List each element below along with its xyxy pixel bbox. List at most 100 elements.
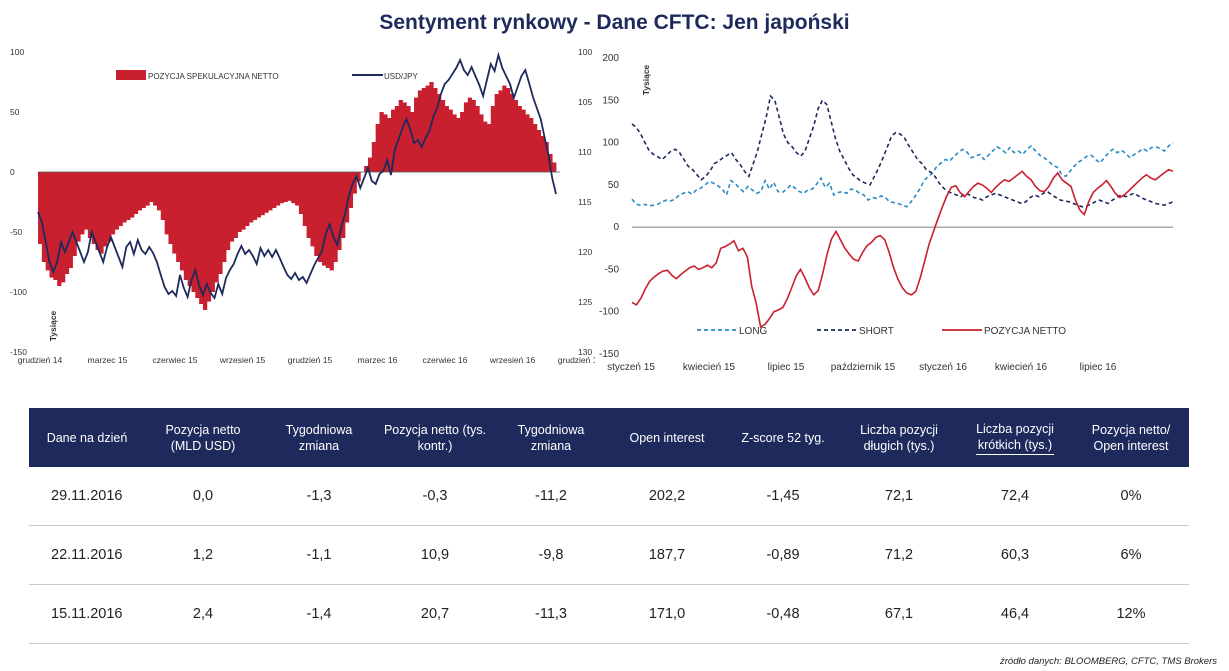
- netto-bar: [99, 172, 104, 254]
- netto-bar: [268, 172, 273, 211]
- netto-bar: [471, 100, 476, 172]
- table-row: 22.11.2016 1,2 -1,1 10,9 -9,8 187,7 -0,89 71,2 6…: [29, 525, 1189, 585]
- right-y-tick-label: 110: [578, 147, 592, 157]
- netto-bar: [444, 106, 449, 172]
- left-chart: 100 50 0 -50 -100 -150 100 105 110 115 120 125 130 Ty…: [10, 47, 595, 365]
- netto-bar: [149, 172, 154, 202]
- netto-bar: [84, 172, 89, 230]
- netto-bar: [72, 172, 77, 256]
- netto-bar: [279, 172, 284, 204]
- netto-bar: [298, 172, 304, 214]
- netto-bar: [321, 172, 327, 266]
- netto-bar: [141, 172, 146, 208]
- netto-bar: [364, 166, 369, 172]
- netto-bar: [206, 172, 212, 302]
- series-line-long: [631, 141, 1174, 208]
- netto-bar: [310, 172, 315, 247]
- series-line-pozycja-netto: [631, 168, 1174, 329]
- right-chart-y-tick-label: 200: [602, 53, 619, 64]
- netto-bar: [183, 172, 189, 280]
- right-chart-x-tick-label: kwiecień 15: [683, 362, 736, 373]
- netto-bar: [483, 121, 488, 172]
- table-cell: 15.11.2016: [29, 584, 145, 644]
- netto-bar: [314, 172, 319, 256]
- netto-bar: [130, 172, 135, 218]
- netto-bar: [126, 172, 131, 220]
- right-chart-x-tick-label: lipiec 15: [768, 362, 805, 373]
- legend-netto-swatch: [116, 70, 146, 80]
- netto-bar: [283, 172, 288, 202]
- netto-bar: [352, 172, 357, 194]
- table-cell: 72,1: [841, 467, 957, 526]
- netto-bar: [95, 172, 100, 250]
- table-header-cell: Pozycja netto (tys. kontr.): [377, 408, 493, 467]
- netto-bar: [490, 106, 496, 172]
- table-header-cell: Pozycja netto/Open interest: [1073, 408, 1189, 467]
- netto-bar: [410, 112, 415, 172]
- netto-bar: [421, 88, 426, 172]
- netto-bar: [425, 85, 430, 172]
- netto-bar: [76, 172, 81, 242]
- netto-bar: [137, 172, 142, 211]
- netto-bar: [233, 172, 238, 238]
- netto-bar: [375, 124, 380, 172]
- netto-bar: [429, 82, 434, 172]
- right-y-tick-label: 115: [578, 197, 592, 207]
- netto-bar: [448, 109, 453, 172]
- table-header-text: Pozycja netto (MLD USD): [165, 422, 241, 453]
- table-header-text: Tygodniowa zmiana: [285, 422, 353, 453]
- netto-bar: [122, 172, 127, 223]
- netto-bar: [394, 106, 400, 172]
- netto-bar: [517, 106, 522, 172]
- table-header-cell: Liczba pozycji krótkich (tys.): [957, 408, 1073, 467]
- table-header-cell: Dane na dzień: [29, 408, 145, 467]
- left-x-tick-label: grudzień 15: [288, 355, 333, 365]
- table-cell: -1,3: [261, 467, 377, 526]
- netto-bar: [260, 172, 265, 216]
- netto-bar: [245, 172, 250, 226]
- table-cell: 46,4: [957, 584, 1073, 644]
- netto-bar: [398, 100, 403, 172]
- table-cell: -1,45: [725, 467, 841, 526]
- netto-bar: [479, 114, 484, 172]
- table-cell: 2,4: [145, 584, 261, 644]
- netto-bar: [53, 172, 58, 280]
- table-header-text: Pozycja netto/Open interest: [1091, 422, 1171, 453]
- right-y-tick-label: 125: [578, 297, 592, 307]
- netto-bar: [195, 172, 200, 298]
- table-header-cell: Tygodniowa zmiana: [493, 408, 609, 467]
- netto-bar: [367, 157, 373, 172]
- netto-bar: [467, 97, 472, 172]
- netto-bar: [222, 172, 227, 262]
- table-cell: -1,4: [261, 584, 377, 644]
- netto-bar: [341, 172, 346, 238]
- table-header-cell: Tygodniowa zmiana: [261, 408, 377, 467]
- netto-bar: [521, 109, 526, 172]
- left-x-tick-label: grudzień 14: [18, 355, 63, 365]
- table-header-text: Z-score 52 tyg.: [741, 430, 825, 445]
- left-y-tick-label: -50: [10, 227, 23, 237]
- right-chart: 200 150 100 50 0 -50 -100 -150 Tysiące styczeń 15…: [599, 53, 1174, 373]
- netto-bar: [199, 172, 204, 304]
- table-cell: 6%: [1073, 525, 1189, 585]
- netto-bar: [214, 172, 219, 283]
- legend-usdjpy-label: USD/JPY: [384, 72, 418, 81]
- netto-bar: [241, 172, 246, 230]
- netto-bar: [532, 124, 538, 172]
- legend-label-short: SHORT: [859, 326, 894, 337]
- netto-bar: [383, 114, 388, 172]
- netto-bar: [525, 114, 530, 172]
- table-row: 15.11.2016 2,4 -1,4 20,7 -11,3 171,0 -0,48 67,1…: [29, 584, 1189, 644]
- table-cell: 12%: [1073, 584, 1189, 644]
- netto-bar: [406, 106, 411, 172]
- netto-bar: [414, 97, 419, 172]
- legend-label-long: LONG: [739, 326, 768, 337]
- table-header-text: Pozycja netto (tys. kontr.): [383, 422, 487, 453]
- left-x-tick-label: czerwiec 15: [153, 355, 198, 365]
- netto-bar: [452, 114, 457, 172]
- netto-bar: [110, 172, 116, 235]
- netto-bar: [45, 172, 50, 271]
- table-cell: -0,48: [725, 584, 841, 644]
- netto-bar: [456, 118, 461, 172]
- netto-bar: [202, 172, 208, 310]
